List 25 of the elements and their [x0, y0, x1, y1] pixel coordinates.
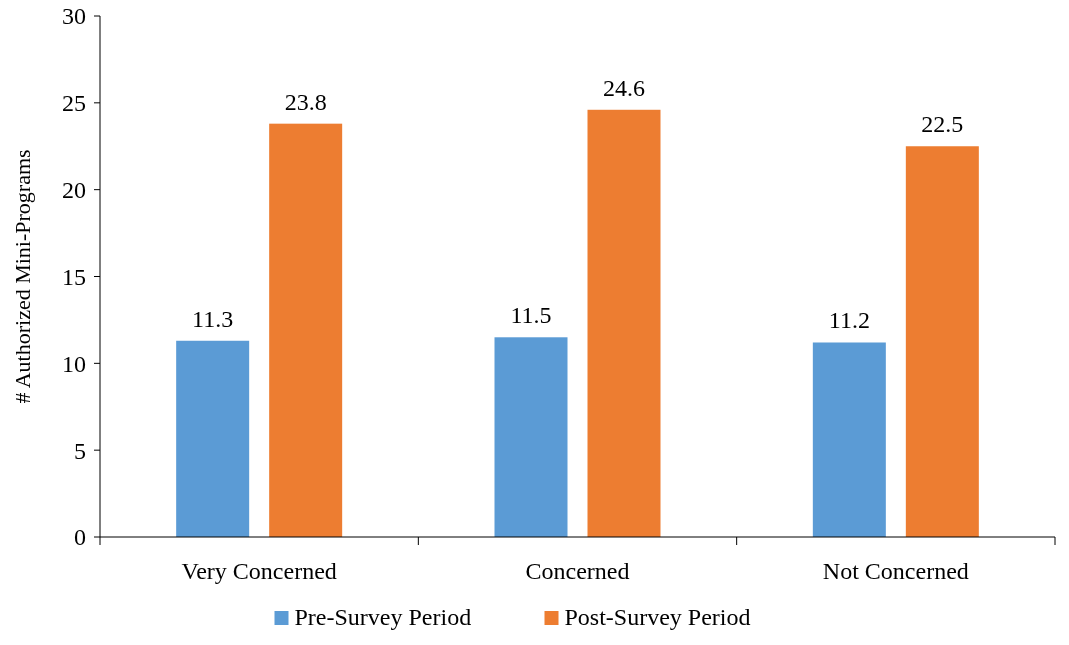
legend-label: Pre-Survey Period	[294, 604, 472, 630]
data-label: 11.2	[828, 307, 870, 334]
x-tick-label: Concerned	[525, 558, 630, 584]
data-label: 22.5	[921, 111, 964, 138]
bar	[176, 340, 250, 537]
data-label: 11.3	[192, 305, 234, 332]
bar	[587, 109, 661, 537]
x-tick-label: Very Concerned	[181, 558, 337, 584]
data-label: 24.6	[603, 74, 645, 101]
x-tick-label: Not Concerned	[822, 558, 969, 584]
y-axis-title: # Authorized Mini-Programs	[10, 149, 35, 404]
data-label: 11.5	[510, 302, 552, 329]
y-tick-label: 20	[62, 177, 86, 204]
legend-label: Post-Survey Period	[564, 604, 751, 630]
data-label: 23.8	[284, 88, 327, 115]
y-tick-label: 25	[62, 90, 86, 117]
bar	[269, 123, 343, 537]
y-tick-label: 15	[62, 263, 86, 290]
y-tick-label: 30	[62, 3, 86, 30]
bar	[812, 342, 886, 537]
bar	[494, 337, 568, 537]
y-tick-label: 10	[62, 350, 86, 377]
y-tick-label: 5	[74, 437, 86, 464]
y-tick-label: 0	[74, 524, 86, 551]
bar	[905, 146, 979, 537]
